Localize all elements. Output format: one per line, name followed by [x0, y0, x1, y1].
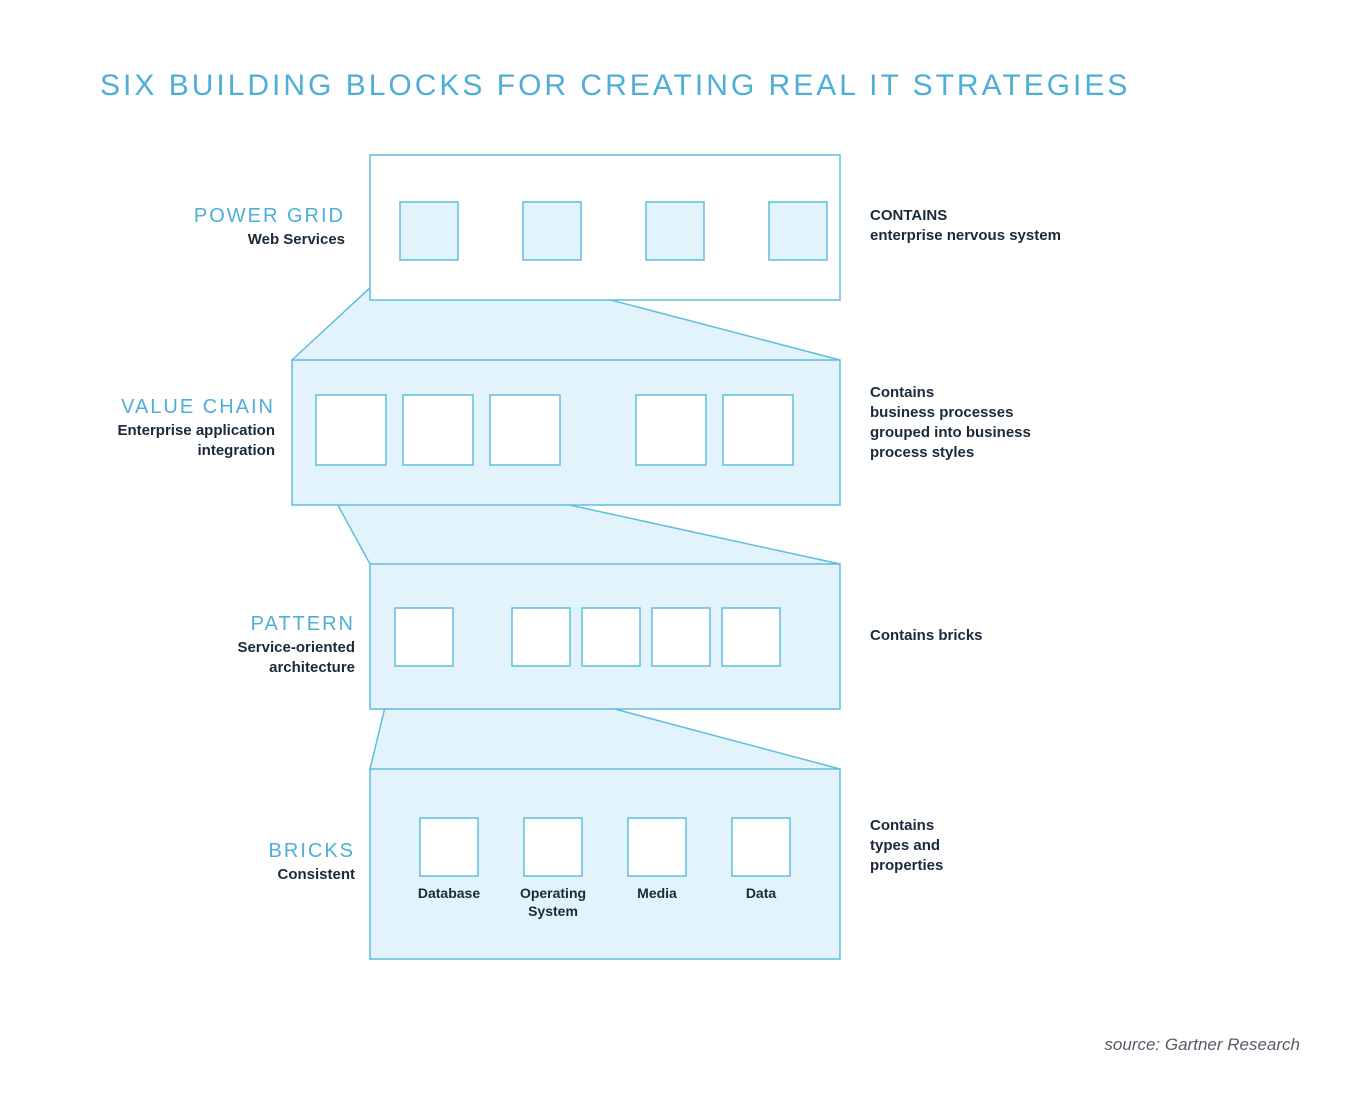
tier-subtitle-text: architecture — [269, 659, 355, 676]
brick-label: Operating — [520, 885, 586, 901]
tier-subtitle-text: Web Services — [248, 231, 345, 248]
tier-description-line: Contains bricks — [870, 627, 983, 644]
inner-block — [722, 608, 780, 666]
inner-block — [636, 395, 706, 465]
tier-title-text: BRICKS — [269, 840, 355, 862]
tier-description-line: properties — [870, 857, 943, 874]
tier-description-line: process styles — [870, 444, 974, 461]
tier-description-line: types and — [870, 837, 940, 854]
tier-description-line: Contains — [870, 817, 934, 834]
tier-subtitle-text: Service-oriented — [237, 639, 355, 656]
inner-block — [628, 818, 686, 876]
tier-description-line: CONTAINS — [870, 207, 947, 224]
tier-description-line: grouped into business — [870, 424, 1031, 441]
tier-subtitle-text: Consistent — [277, 866, 355, 883]
inner-block — [524, 818, 582, 876]
inner-block — [723, 395, 793, 465]
tier-description-line: business processes — [870, 404, 1013, 421]
tier-subtitle-text: integration — [198, 442, 276, 459]
inner-block — [490, 395, 560, 465]
brick-label: System — [528, 903, 578, 919]
inner-block — [400, 202, 458, 260]
inner-block — [652, 608, 710, 666]
brick-label: Database — [418, 885, 480, 901]
tier-description-line: Contains — [870, 384, 934, 401]
inner-block — [395, 608, 453, 666]
diagram-title: SIX BUILDING BLOCKS FOR CREATING REAL IT… — [100, 69, 1130, 102]
inner-block — [582, 608, 640, 666]
inner-block — [316, 395, 386, 465]
inner-block — [403, 395, 473, 465]
tier-title-text: POWER GRID — [194, 205, 345, 227]
tier-bricks: Database Operating System Media Data BRICKS Co… — [269, 769, 944, 959]
tier-power-grid: POWER GRID Web Services CONTAINS enterprise… — [194, 155, 1061, 300]
brick-label: Media — [637, 885, 677, 901]
inner-block — [646, 202, 704, 260]
inner-block — [523, 202, 581, 260]
tier-title-text: VALUE CHAIN — [121, 396, 275, 418]
tier-value-chain: VALUE CHAIN Enterprise application integra… — [117, 360, 1030, 505]
tier-pattern: PATTERN Service-oriented architecture Conta… — [237, 564, 982, 709]
tiers-group: POWER GRID Web Services CONTAINS enterprise… — [117, 155, 1060, 959]
tier-title-text: PATTERN — [251, 613, 355, 635]
brick-label: Data — [746, 885, 777, 901]
inner-block — [512, 608, 570, 666]
tier-description-line: enterprise nervous system — [870, 227, 1061, 244]
inner-block — [769, 202, 827, 260]
inner-block — [732, 818, 790, 876]
tier-subtitle-text: Enterprise application — [117, 422, 275, 439]
main-diagram: SIX BUILDING BLOCKS FOR CREATING REAL IT… — [0, 0, 1368, 1115]
source-text: source: Gartner Research — [1104, 1035, 1300, 1054]
inner-block — [420, 818, 478, 876]
